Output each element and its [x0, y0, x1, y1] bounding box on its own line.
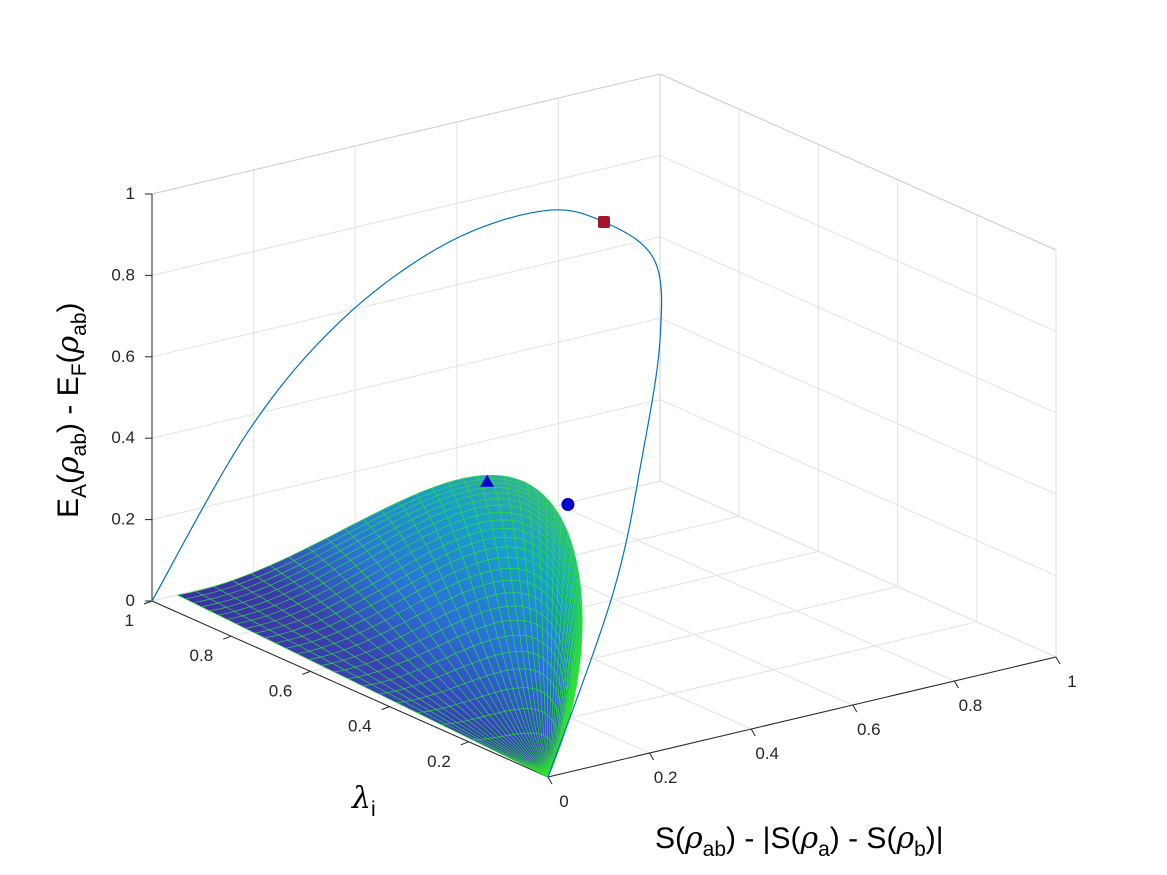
x-axis-line: [547, 656, 1057, 778]
y-tick-mark: [381, 706, 390, 711]
y-axis-label: λi: [351, 781, 376, 821]
z-axis-label: EA(ρab) - EF(ρab): [51, 302, 91, 518]
x-tick-mark: [750, 728, 756, 737]
y-axis-line: [151, 600, 549, 778]
surface-mesh-line: [254, 527, 576, 766]
surface-mesh-line: [209, 492, 580, 764]
x-tick-mark: [547, 776, 553, 785]
surface-mesh-line: [236, 511, 578, 765]
surface-mesh-line: [440, 708, 559, 773]
y-tick-label: 0.4: [348, 717, 372, 736]
surface-mesh-line: [396, 668, 563, 772]
surface-mesh-line: [378, 651, 564, 771]
axes-grid: [151, 73, 1057, 778]
surface-mesh-line: [321, 592, 570, 769]
markers: [480, 216, 610, 511]
surface-mesh-line: [264, 536, 575, 766]
z-tick-label: 0.4: [111, 428, 135, 447]
surface-mesh-line: [285, 556, 573, 767]
surface-mesh-line: [193, 482, 582, 763]
grid-line: [659, 236, 1057, 414]
x-tick-label: 1: [1067, 672, 1076, 691]
y-tick-label: 0.6: [269, 681, 293, 700]
x-axis-label: S(ρab) - |S(ρa) - S(ρb)|: [655, 821, 944, 861]
square-marker: [598, 216, 610, 228]
grid-line: [659, 154, 1057, 332]
x-tick-label: 0.2: [654, 768, 678, 787]
surface-mesh-line: [227, 504, 579, 765]
triangle-marker: [480, 474, 495, 487]
box-edge: [659, 73, 1057, 251]
x-tick-label: 0.8: [959, 696, 983, 715]
z-tick-label: 0: [126, 591, 135, 610]
x-tick-label: 0.6: [857, 720, 881, 739]
x-tick-mark: [649, 752, 655, 761]
circle-marker: [561, 497, 575, 511]
surface-mesh-line: [297, 567, 572, 768]
surface-plot: [177, 474, 583, 778]
surface-mesh-line: [362, 634, 566, 770]
x-tick-label: 0.4: [755, 744, 779, 763]
surface-shade: [177, 475, 583, 777]
x-tick-mark: [1055, 656, 1061, 665]
z-tick-label: 1: [126, 184, 135, 203]
surface-mesh-line: [333, 605, 569, 769]
z-tick-label: 0.6: [111, 347, 135, 366]
surface-mesh-line: [177, 474, 583, 763]
grid-line: [558, 504, 955, 682]
grid-line: [151, 154, 661, 276]
surface-mesh-line: [275, 546, 574, 767]
y-tick-label: 0.2: [427, 752, 451, 771]
y-tick-mark: [302, 670, 311, 675]
grid-line: [659, 480, 1057, 658]
grid-line: [659, 317, 1057, 495]
grid-line: [659, 399, 1057, 577]
x-tick-mark: [953, 680, 959, 689]
surface-mesh-line: [416, 687, 561, 772]
tick-labels: 00.20.40.60.810.20.40.60.8100.20.40.60.8…: [111, 184, 1076, 811]
grid-line: [151, 317, 661, 439]
box-edge: [151, 73, 661, 195]
surface-mesh-line: [245, 519, 577, 766]
grid-line: [151, 399, 661, 521]
y-tick-mark: [223, 635, 232, 640]
y-tick-label: 1: [125, 611, 134, 630]
x-tick-mark: [852, 704, 858, 713]
z-tick-label: 0.2: [111, 510, 135, 529]
y-tick-label: 0.8: [190, 646, 214, 665]
surface-mesh-line: [347, 619, 567, 770]
surface-mesh-line: [218, 498, 579, 764]
surface-mesh-line: [185, 478, 582, 763]
x-tick-label: 0: [559, 792, 568, 811]
y-tick-mark: [460, 741, 469, 746]
surface-mesh-line: [308, 579, 571, 768]
surface-mesh-line: [201, 487, 581, 764]
z-tick-label: 0.8: [111, 265, 135, 284]
grid-line: [151, 236, 661, 358]
